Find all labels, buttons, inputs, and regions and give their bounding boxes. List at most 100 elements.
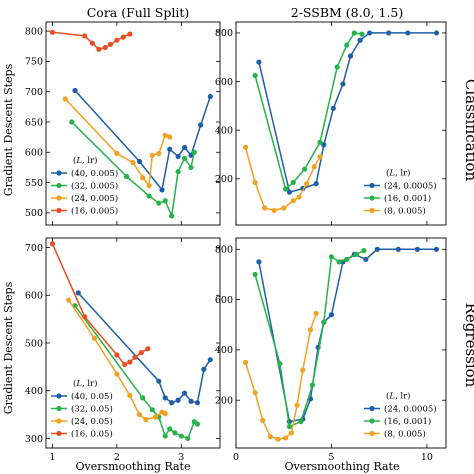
data-point bbox=[72, 87, 78, 94]
data-point bbox=[275, 436, 281, 442]
legend-marker bbox=[56, 418, 62, 424]
legend-marker bbox=[56, 207, 62, 214]
panel-bottom-right: 200 400 600 800 0 5 10 (L, lr) (24, 0.0005)(16, … bbox=[215, 237, 447, 463]
data-point bbox=[172, 430, 178, 436]
data-point bbox=[386, 30, 392, 36]
data-point bbox=[143, 416, 149, 422]
data-point bbox=[367, 30, 373, 36]
xlabel-right: Oversmoothing Rate bbox=[285, 460, 400, 473]
legend-title: (L, lr) bbox=[386, 168, 411, 179]
legend-label: (40, 0.005) bbox=[71, 168, 118, 179]
data-point bbox=[252, 179, 258, 186]
y-tick-label: 700 bbox=[25, 243, 43, 254]
data-point bbox=[300, 367, 306, 373]
legend: (L, lr) (40, 0.05) (32, 0.05)(24, 0.05) (16… bbox=[51, 378, 113, 440]
ylabel-bottom: Gradient Descent Steps bbox=[2, 281, 15, 414]
data-point bbox=[374, 246, 380, 252]
series-1 bbox=[69, 119, 197, 219]
data-point bbox=[330, 105, 336, 111]
data-point bbox=[181, 144, 188, 151]
data-point bbox=[152, 414, 159, 420]
data-point bbox=[162, 395, 168, 401]
legend-marker bbox=[56, 182, 62, 189]
x-tick-label: 2 bbox=[114, 452, 120, 463]
col-title-right: 2-SSBM (8.0, 1.5) bbox=[291, 5, 404, 20]
legend-label: (24, 0.0005) bbox=[384, 181, 437, 192]
y-tick-label: 500 bbox=[25, 208, 43, 219]
data-point bbox=[317, 154, 323, 160]
data-point bbox=[89, 40, 95, 46]
y-tick-label: 200 bbox=[215, 174, 233, 185]
data-point bbox=[49, 241, 56, 247]
data-point bbox=[114, 371, 120, 377]
data-point bbox=[361, 247, 367, 254]
data-point bbox=[344, 256, 350, 262]
axes-frame bbox=[45, 21, 221, 226]
data-point bbox=[328, 312, 335, 318]
data-point bbox=[120, 34, 126, 40]
data-point bbox=[65, 297, 72, 303]
data-point bbox=[262, 205, 268, 211]
legend-label: (16, 0.05) bbox=[71, 429, 113, 440]
data-point bbox=[130, 159, 136, 166]
data-point bbox=[304, 181, 310, 187]
legend-title: (L, lr) bbox=[73, 155, 98, 166]
series-2 bbox=[242, 310, 319, 442]
data-point bbox=[271, 207, 277, 214]
data-point bbox=[201, 366, 207, 372]
data-point bbox=[145, 346, 151, 352]
data-point bbox=[313, 310, 319, 317]
series-2 bbox=[62, 96, 173, 189]
data-point bbox=[260, 417, 266, 423]
x-tick-label: 10 bbox=[421, 452, 433, 463]
series-0 bbox=[75, 290, 213, 406]
data-point bbox=[277, 361, 283, 367]
series-2 bbox=[65, 297, 168, 422]
panel-bottom-left: 300 400 500 600 700 1 2 3 (L, lr) (40, 0.05) (32, … bbox=[25, 237, 221, 463]
data-point bbox=[167, 134, 173, 140]
data-point bbox=[267, 434, 273, 440]
x-tick-label: 3 bbox=[178, 452, 184, 463]
data-point bbox=[307, 327, 314, 333]
legend-label: (16, 0.001) bbox=[384, 193, 431, 204]
xlabel-left: Oversmoothing Rate bbox=[76, 460, 191, 473]
panel-top-right: 200 400 600 800 (L, lr) (24, 0.0005)(16, 0.00… bbox=[215, 21, 447, 226]
data-point bbox=[156, 378, 162, 384]
y-tick-label: 400 bbox=[25, 386, 43, 397]
data-point bbox=[181, 390, 188, 396]
row-title-top: Classification bbox=[462, 79, 474, 182]
data-point bbox=[414, 246, 420, 252]
data-point bbox=[363, 256, 369, 262]
data-point bbox=[162, 198, 168, 204]
series-0 bbox=[256, 30, 440, 195]
legend-label: (24, 0.05) bbox=[71, 416, 113, 427]
series-2 bbox=[242, 144, 323, 214]
data-point bbox=[288, 430, 294, 436]
data-point bbox=[317, 139, 323, 145]
data-point bbox=[146, 193, 152, 199]
y-tick-label: 400 bbox=[215, 125, 233, 136]
legend-marker bbox=[369, 430, 375, 437]
y-tick-label: 300 bbox=[25, 434, 43, 445]
data-point bbox=[162, 411, 168, 417]
data-point bbox=[207, 357, 213, 363]
data-point bbox=[107, 41, 114, 48]
data-point bbox=[181, 155, 188, 161]
data-point bbox=[311, 164, 317, 170]
data-point bbox=[188, 164, 194, 171]
legend-label: (24, 0.0005) bbox=[384, 404, 437, 415]
data-point bbox=[256, 259, 262, 265]
data-point bbox=[123, 173, 130, 180]
data-point bbox=[69, 119, 75, 125]
y-tick-label: 600 bbox=[215, 77, 233, 88]
legend-marker bbox=[56, 170, 62, 176]
y-tick-label: 800 bbox=[25, 26, 43, 37]
data-point bbox=[336, 259, 342, 265]
data-point bbox=[132, 354, 138, 360]
series-3 bbox=[49, 241, 151, 368]
data-point bbox=[347, 53, 354, 59]
y-tick-label: 650 bbox=[25, 117, 43, 128]
data-point bbox=[334, 64, 340, 70]
